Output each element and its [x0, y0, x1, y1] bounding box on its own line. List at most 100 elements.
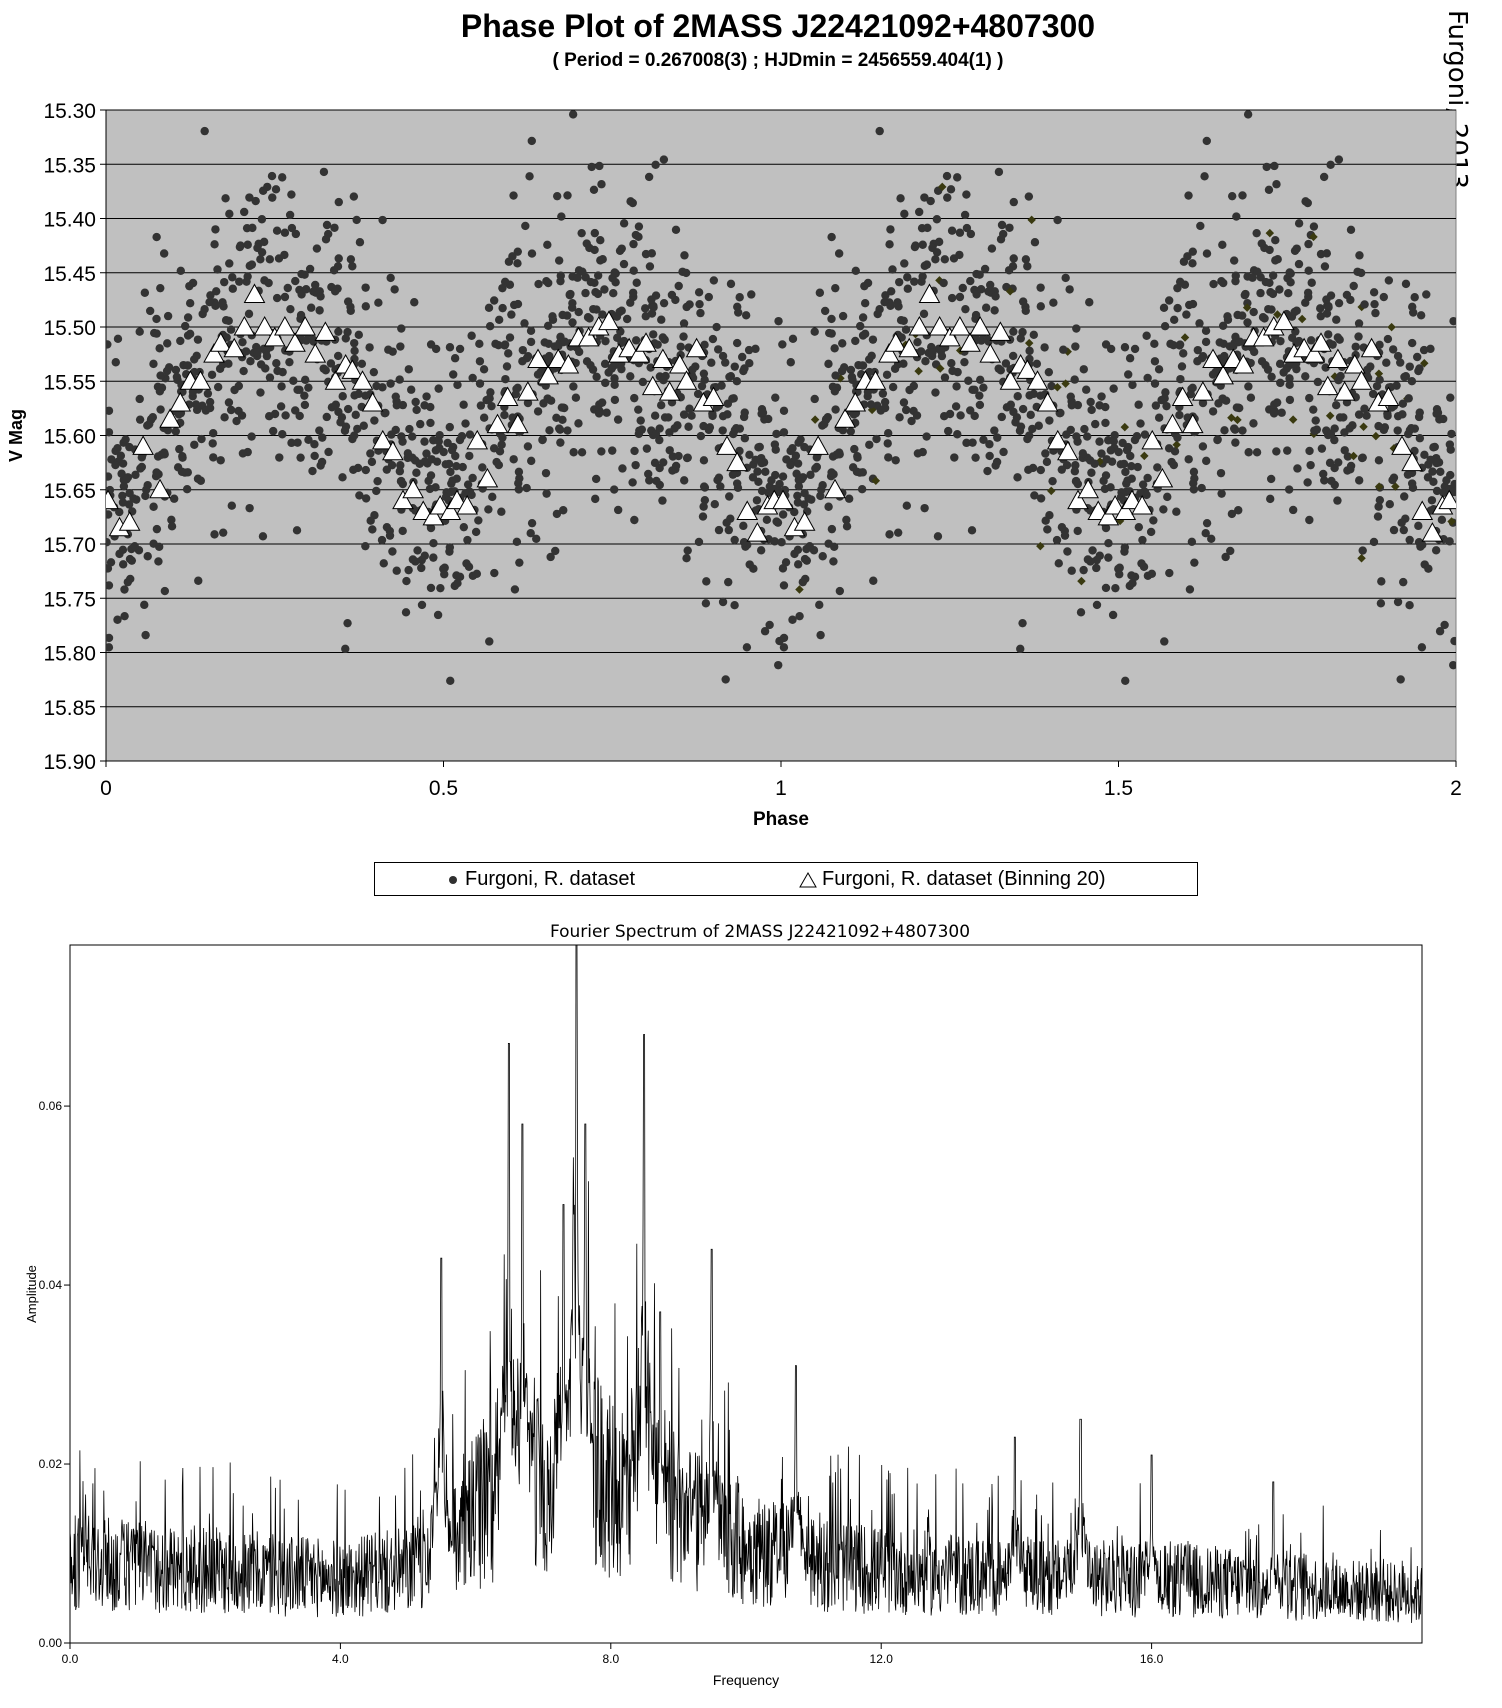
data-point — [216, 456, 225, 465]
data-point — [1272, 447, 1281, 456]
data-point — [149, 359, 158, 369]
data-point — [1147, 569, 1157, 579]
data-point — [354, 330, 364, 340]
data-point — [934, 237, 944, 247]
binned-point — [1202, 348, 1224, 369]
data-point — [1173, 303, 1182, 313]
data-point — [355, 238, 365, 247]
data-point — [527, 249, 537, 258]
data-point — [893, 298, 902, 307]
data-point — [1143, 473, 1152, 483]
data-point — [1309, 405, 1318, 414]
data-point — [979, 383, 988, 392]
data-point — [1374, 369, 1384, 378]
data-point — [321, 366, 330, 375]
data-point — [1200, 172, 1209, 181]
binned-point — [908, 315, 931, 336]
data-point — [302, 336, 311, 345]
data-point — [749, 564, 758, 573]
data-point — [1327, 476, 1336, 486]
data-point — [772, 517, 781, 526]
data-point — [1175, 277, 1185, 286]
data-point — [895, 413, 904, 422]
data-point — [1142, 490, 1151, 500]
data-point — [338, 392, 347, 401]
data-point — [1109, 384, 1118, 393]
data-point — [1067, 566, 1076, 575]
data-point — [152, 314, 161, 324]
data-point — [1030, 491, 1039, 500]
data-point — [1071, 461, 1080, 470]
data-point — [509, 191, 518, 200]
data-point — [227, 501, 237, 510]
data-point — [1435, 415, 1444, 424]
data-point — [1188, 259, 1197, 268]
data-point — [652, 476, 661, 486]
binned-point — [928, 315, 951, 336]
data-point — [883, 428, 893, 438]
data-point — [912, 411, 922, 420]
data-point — [724, 525, 733, 535]
data-point — [1276, 378, 1285, 388]
data-point — [316, 461, 325, 470]
data-point — [1142, 331, 1151, 340]
data-point — [732, 377, 742, 386]
data-point — [331, 400, 341, 409]
data-point — [1003, 96, 1011, 104]
data-point — [735, 293, 744, 302]
phase-plot: 15.3015.3515.4015.4515.5015.5515.6015.65… — [6, 96, 1462, 830]
data-point — [1415, 364, 1424, 373]
data-point — [391, 392, 400, 401]
data-point — [714, 525, 724, 535]
data-point — [527, 518, 537, 528]
data-point — [1172, 440, 1181, 449]
data-point — [520, 319, 529, 328]
data-point — [683, 546, 692, 555]
data-point — [316, 292, 325, 301]
data-point — [979, 435, 988, 444]
data-point — [1101, 583, 1111, 593]
data-point — [858, 313, 868, 322]
data-point — [914, 207, 924, 217]
binned-point — [382, 440, 404, 461]
data-point — [405, 424, 414, 434]
data-point — [155, 387, 165, 396]
data-point — [837, 366, 847, 376]
data-point — [1106, 446, 1116, 455]
data-point — [781, 558, 791, 567]
data-point — [154, 557, 163, 566]
data-point — [300, 400, 310, 410]
data-point — [500, 277, 510, 286]
data-point — [1184, 455, 1193, 464]
data-point — [1231, 438, 1240, 447]
binned-point — [736, 500, 759, 520]
binned-point — [476, 467, 499, 488]
data-point — [976, 285, 986, 294]
data-point — [1184, 191, 1193, 200]
data-point — [485, 394, 494, 403]
data-point — [685, 300, 694, 309]
data-point — [446, 467, 455, 477]
data-point — [412, 468, 421, 477]
data-point — [853, 453, 862, 462]
data-point — [225, 259, 234, 268]
data-point — [1227, 509, 1237, 519]
fourier-x-tick-label: 12.0 — [870, 1652, 894, 1666]
binned-point — [658, 381, 681, 401]
data-point — [1262, 162, 1271, 172]
data-point — [815, 600, 824, 610]
data-point — [827, 329, 836, 338]
data-point — [1420, 450, 1429, 460]
data-point — [1396, 358, 1405, 367]
binned-point — [618, 337, 640, 358]
data-point — [521, 221, 530, 231]
data-point — [415, 459, 424, 468]
data-point — [485, 321, 495, 331]
data-point — [610, 268, 619, 277]
data-point — [922, 432, 931, 441]
data-point — [235, 277, 244, 286]
data-point — [1070, 375, 1079, 384]
data-point — [301, 375, 310, 385]
data-point — [886, 301, 895, 311]
data-point — [163, 311, 173, 321]
